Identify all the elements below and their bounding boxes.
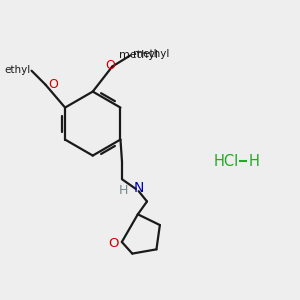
Text: H: H xyxy=(248,154,260,169)
Text: O: O xyxy=(108,237,119,250)
Text: O: O xyxy=(48,78,58,91)
Text: ethyl: ethyl xyxy=(4,65,30,75)
Text: N: N xyxy=(134,181,144,195)
Text: H: H xyxy=(119,184,128,197)
Text: HCl: HCl xyxy=(214,154,239,169)
Text: methyl: methyl xyxy=(119,50,158,60)
Text: methyl: methyl xyxy=(133,49,169,59)
Text: O: O xyxy=(105,59,115,73)
